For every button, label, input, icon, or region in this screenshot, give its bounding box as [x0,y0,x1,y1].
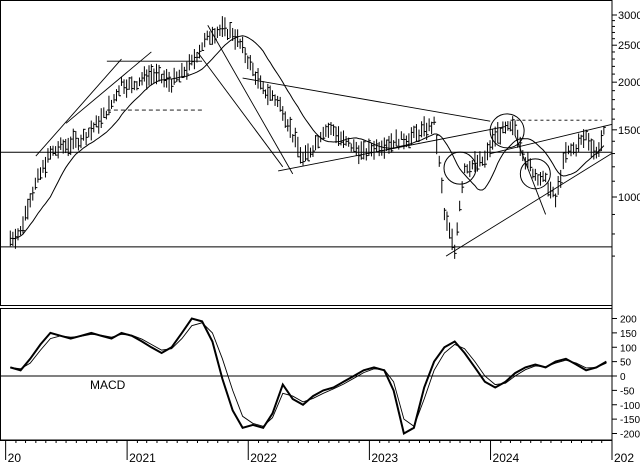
trendline [65,51,152,124]
macd-y-tick-label: 0 [620,372,626,383]
price-y-tick-label: 3000 [618,10,640,22]
x-year-label: 2023 [371,451,398,465]
pattern-circle [489,113,525,149]
macd-y-tick-label: -100 [620,401,640,412]
price-y-tick-label: 1500 [618,125,640,137]
moving-average-line [10,35,605,239]
x-year-label: 20 [8,451,22,465]
trendline [514,135,547,215]
macd-panel-frame [0,308,613,441]
x-year-label: 2024 [493,451,520,465]
x-year-label: 202 [614,451,634,465]
macd-lines [0,317,612,436]
horizontal-levels [0,151,612,248]
trendline [35,58,122,157]
trendline [242,77,491,122]
pattern-circle [443,151,477,185]
pattern-circle [519,158,551,190]
trendlines [35,25,612,257]
macd-y-tick-label: -200 [620,430,640,441]
macd-y-tick-label: -50 [620,386,635,397]
pattern-circles [443,113,551,190]
signal-line [10,322,607,428]
macd-y-axis: 200 150 100 50 0 -50 -100 -150 -200 [611,4,640,441]
trendline [197,51,284,168]
macd-y-tick-label: 150 [620,329,637,340]
macd-y-tick-label: 100 [620,343,637,354]
moving-averages [10,35,605,239]
macd-y-tick-label: 200 [620,315,637,326]
x-year-label: 2022 [250,451,277,465]
time-x-axis: 20 2021 2022 2023 2024 202 [0,439,634,465]
macd-y-tick-label: 50 [620,358,632,369]
macd-y-tick-label: -150 [620,415,640,426]
price-y-tick-label: 1000 [618,192,640,204]
trendline [445,153,612,257]
chart-frames [0,0,613,441]
price-y-tick-label: 2000 [618,77,640,89]
trendline [207,25,294,175]
macd-annotation: MACD [90,378,126,392]
price-y-tick-label: 2500 [618,40,640,52]
price-y-axis: 1000 1500 2000 2500 3000 [612,10,640,257]
trendline [490,123,612,154]
x-year-label: 2021 [129,451,156,465]
